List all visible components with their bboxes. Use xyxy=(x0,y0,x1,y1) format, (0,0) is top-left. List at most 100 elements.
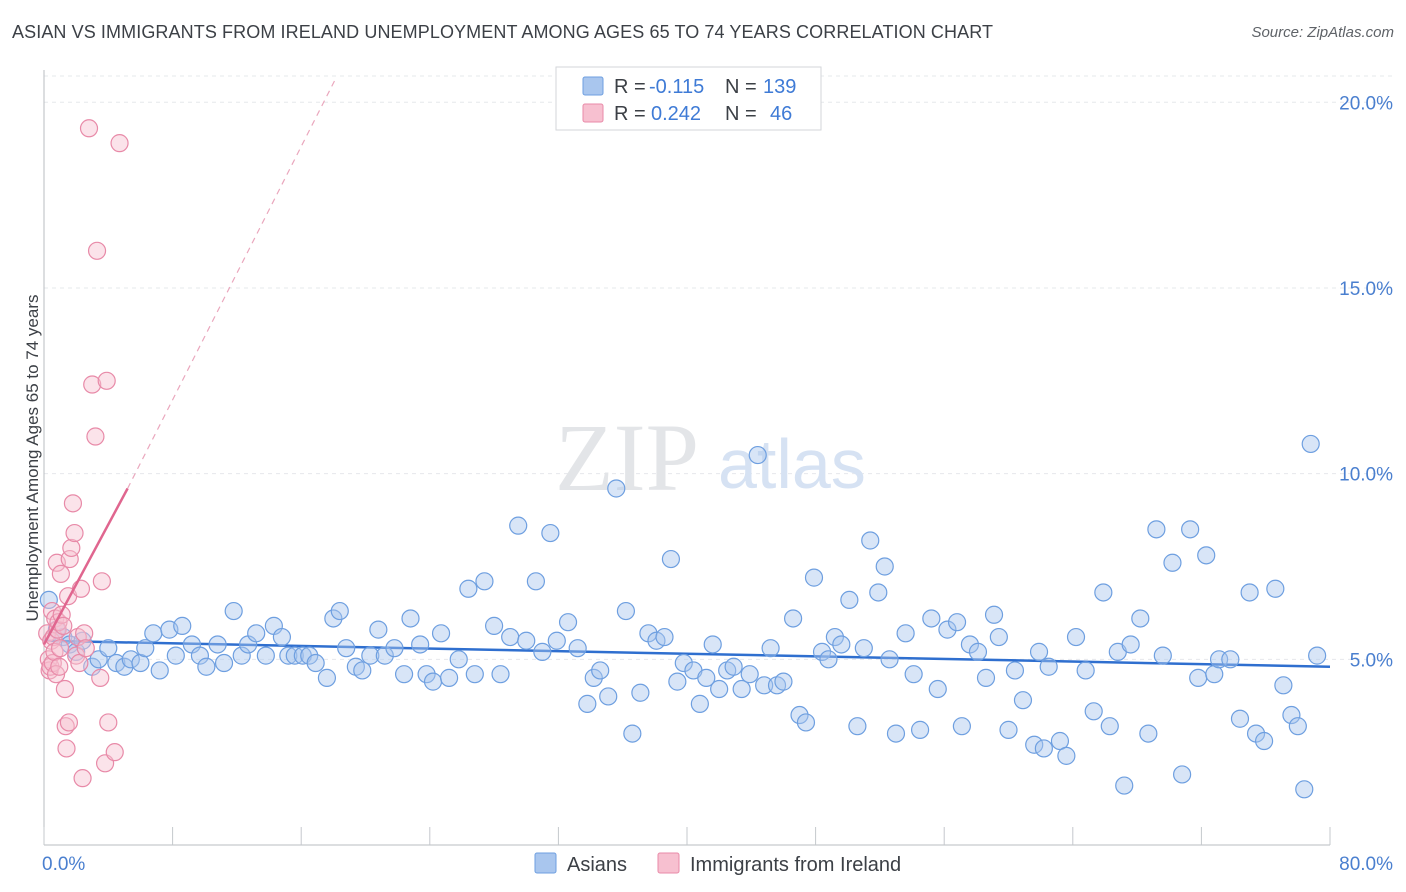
point-asians xyxy=(173,616,192,635)
point-asians xyxy=(1301,434,1320,454)
legend-r-value-asians: -0.115 xyxy=(649,76,704,98)
legend-swatch-ireland xyxy=(582,103,604,123)
bottom-legend-swatch-asians xyxy=(534,852,557,874)
point-asians xyxy=(361,646,380,665)
point-asians xyxy=(578,694,597,713)
point-asians xyxy=(790,705,809,725)
y-axis-title: Unemployment Among Ages 65 to 74 years xyxy=(23,295,42,622)
point-asians xyxy=(875,557,894,576)
legend-r-label-ireland: R = xyxy=(614,103,646,125)
point-ireland xyxy=(92,572,111,591)
point-asians xyxy=(938,620,957,639)
x-ticks xyxy=(43,827,1331,845)
point-asians xyxy=(1295,780,1314,799)
point-ireland xyxy=(83,375,102,394)
point-asians xyxy=(509,516,528,535)
legend-n-label-asians: N = xyxy=(725,76,757,98)
point-asians xyxy=(761,639,780,658)
point-asians xyxy=(1254,731,1274,751)
point-asians xyxy=(922,609,941,628)
point-asians xyxy=(214,653,234,673)
source-label: Source: ZipAtlas.com xyxy=(1251,24,1394,41)
point-asians xyxy=(710,679,729,699)
point-asians xyxy=(439,668,459,687)
point-asians xyxy=(968,642,988,661)
point-ireland xyxy=(86,427,105,446)
point-asians xyxy=(825,627,844,647)
point-asians xyxy=(999,720,1018,739)
point-asians xyxy=(984,605,1004,624)
trend-lines xyxy=(43,79,1331,668)
watermark-atlas: atlas xyxy=(718,425,866,503)
point-asians xyxy=(1189,668,1208,687)
point-asians xyxy=(631,683,650,702)
point-asians xyxy=(886,724,906,743)
point-asians xyxy=(896,624,915,643)
point-asians xyxy=(1025,735,1044,754)
point-asians xyxy=(591,661,610,680)
point-asians xyxy=(1084,702,1103,721)
point-asians xyxy=(190,646,210,665)
point-asians xyxy=(1197,546,1216,565)
legend-n-value-ireland: 46 xyxy=(770,103,792,125)
point-asians xyxy=(272,627,292,647)
point-asians xyxy=(306,653,325,673)
point-asians xyxy=(431,624,451,643)
trend-line-ireland-extension xyxy=(127,79,336,489)
point-asians xyxy=(668,672,687,691)
point-ireland xyxy=(97,371,116,390)
legend-r-value-ireland: 0.242 xyxy=(651,103,701,125)
point-asians xyxy=(904,665,923,684)
point-asians xyxy=(465,665,484,684)
series-ireland xyxy=(38,119,129,788)
point-asians xyxy=(1121,635,1140,654)
point-asians xyxy=(812,642,832,661)
point-asians xyxy=(353,661,372,680)
series-asians xyxy=(39,434,1327,799)
trend-line-asians xyxy=(43,639,1331,668)
x-tick-label-max: 80.0% xyxy=(1339,854,1393,875)
point-asians xyxy=(121,650,140,669)
point-ireland xyxy=(73,769,92,788)
point-asians xyxy=(300,646,319,665)
point-asians xyxy=(568,639,587,658)
point-ireland xyxy=(50,657,69,676)
point-asians xyxy=(861,531,880,550)
point-ireland xyxy=(62,538,81,558)
point-ireland xyxy=(57,739,76,758)
y-tick-label: 10.0% xyxy=(1339,465,1393,486)
point-asians xyxy=(1147,520,1166,539)
legend-n-value-asians: 139 xyxy=(763,76,796,98)
point-asians xyxy=(724,657,743,676)
point-asians xyxy=(136,639,155,658)
point-ireland xyxy=(110,134,129,153)
chart-title: ASIAN VS IMMIGRANTS FROM IRELAND UNEMPLO… xyxy=(12,22,994,42)
point-asians xyxy=(1181,520,1200,539)
point-asians xyxy=(166,646,185,665)
point-asians xyxy=(584,668,603,687)
point-ireland xyxy=(59,713,79,732)
point-asians xyxy=(459,579,478,598)
bottom-legend-label-asians: Asians xyxy=(567,854,627,876)
gridlines xyxy=(44,75,1393,660)
point-asians xyxy=(1266,579,1285,598)
point-asians xyxy=(1131,609,1150,628)
point-asians xyxy=(697,668,716,687)
point-ireland xyxy=(55,679,74,699)
point-ireland xyxy=(51,564,70,584)
point-asians xyxy=(247,624,266,643)
point-asians xyxy=(401,609,420,628)
point-asians xyxy=(475,572,494,591)
point-asians xyxy=(1094,583,1113,602)
bottom-legend: Asians Immigrants from Ireland xyxy=(534,852,901,876)
point-asians xyxy=(928,679,947,699)
point-asians xyxy=(1163,553,1182,572)
point-asians xyxy=(501,627,520,647)
point-asians xyxy=(1282,705,1301,725)
point-asians xyxy=(533,642,552,661)
point-ireland xyxy=(91,668,110,687)
point-asians xyxy=(740,665,759,684)
point-asians xyxy=(144,624,163,643)
point-asians xyxy=(674,653,693,673)
point-ireland xyxy=(50,639,70,658)
